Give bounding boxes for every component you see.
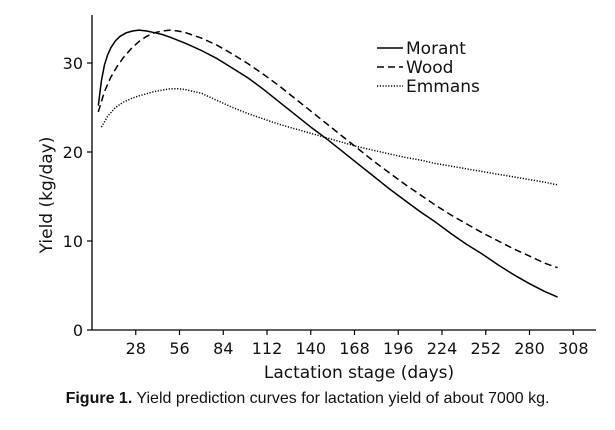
y-tick-label: 30 — [63, 54, 83, 73]
series-line-emmans — [100, 88, 558, 186]
x-tick-label: 84 — [213, 339, 233, 358]
y-tick-label: 0 — [73, 321, 83, 340]
x-tick-label: 140 — [295, 339, 326, 358]
x-tick-label: 224 — [427, 339, 458, 358]
x-tick-label: 196 — [383, 339, 414, 358]
figure-caption: Figure 1. Yield prediction curves for la… — [0, 390, 615, 408]
x-tick-label: 112 — [252, 339, 283, 358]
y-tick-label: 10 — [63, 232, 83, 251]
y-ticks: 0 10 20 30 — [63, 54, 92, 340]
legend-label-morant: Morant — [406, 39, 466, 59]
legend-label-emmans: Emmans — [406, 77, 480, 97]
axes — [91, 15, 596, 331]
x-ticks: 28 56 84 112 140 168 196 224 252 280 308 — [126, 330, 589, 358]
x-tick-label: 56 — [169, 339, 189, 358]
x-tick-label: 252 — [470, 339, 501, 358]
plot-lines — [97, 29, 558, 298]
x-axis-title: Lactation stage (days) — [264, 363, 454, 383]
caption-label: Figure 1. — [65, 390, 133, 407]
x-tick-label: 28 — [126, 339, 146, 358]
x-tick-label: 280 — [514, 339, 545, 358]
legend-label-wood: Wood — [406, 58, 453, 78]
y-axis-title: Yield (kg/day) — [37, 137, 57, 255]
x-tick-label: 308 — [558, 339, 589, 358]
x-tick-label: 168 — [339, 339, 370, 358]
caption-text: Yield prediction curves for lactation yi… — [132, 390, 550, 407]
series-line-wood — [97, 29, 558, 269]
series-line-morant — [97, 29, 558, 298]
y-tick-label: 20 — [63, 143, 83, 162]
